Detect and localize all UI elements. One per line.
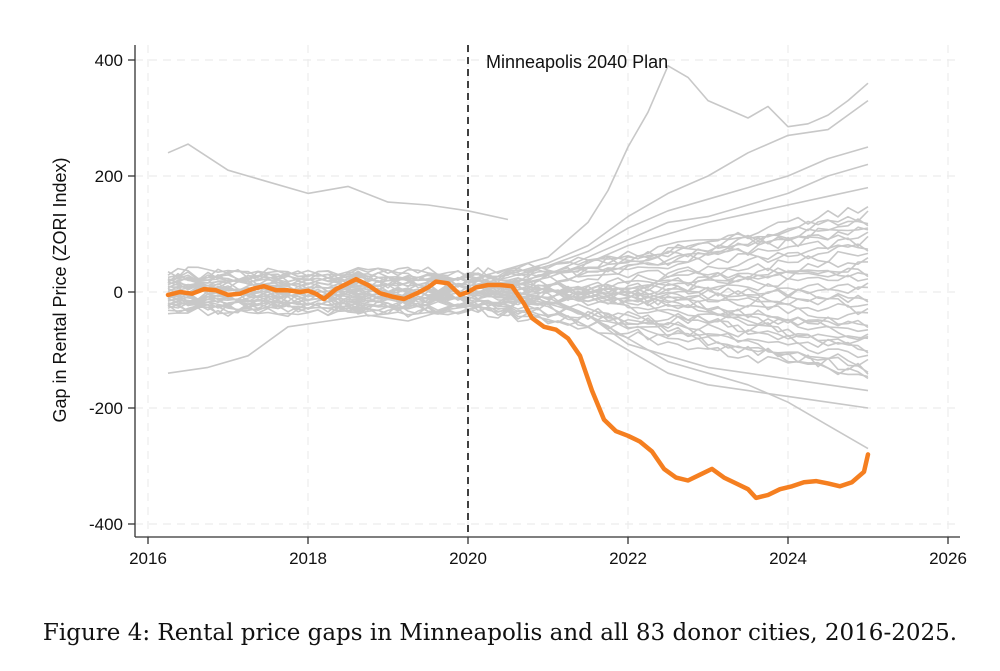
y-tick-label: -200 xyxy=(89,399,123,418)
donor-city-line xyxy=(167,235,869,288)
donor-city-line xyxy=(168,294,869,352)
y-tick-label: 200 xyxy=(95,167,123,186)
donor-city-line xyxy=(167,300,869,375)
donor-city-line xyxy=(167,302,869,380)
y-tick-label: 0 xyxy=(114,283,123,302)
x-tick-label: 2024 xyxy=(769,549,807,568)
axes: 2016 2018 2020 2022 2024 2026 400 200 0 -200 -400 xyxy=(89,45,967,568)
x-tick-label: 2026 xyxy=(929,549,967,568)
annotation-label: Minneapolis 2040 Plan xyxy=(486,52,668,72)
minneapolis-line xyxy=(165,276,871,501)
x-tick-label: 2018 xyxy=(289,549,327,568)
x-tick-label: 2020 xyxy=(449,549,487,568)
donor-city-line xyxy=(167,266,869,279)
donor-city-line xyxy=(167,273,869,354)
minneapolis-series-group xyxy=(165,276,871,501)
x-tick-label: 2016 xyxy=(129,549,167,568)
donor-city-line xyxy=(167,243,869,290)
x-tick-label: 2022 xyxy=(609,549,647,568)
y-tick-label: -400 xyxy=(89,515,123,534)
donor-city-line xyxy=(167,143,509,221)
figure-caption: Figure 4: Rental price gaps in Minneapol… xyxy=(42,620,958,646)
y-axis-label: Gap in Rental Price (ZORI Index) xyxy=(50,157,70,422)
donor-city-line xyxy=(167,269,869,341)
donor-city-line xyxy=(167,271,869,340)
donor-city-line xyxy=(467,65,869,282)
y-tick-label: 400 xyxy=(95,51,123,70)
donor-series-group xyxy=(167,65,869,450)
donor-city-line xyxy=(167,218,869,301)
donor-city-line xyxy=(167,294,869,307)
donor-city-line xyxy=(167,226,869,303)
